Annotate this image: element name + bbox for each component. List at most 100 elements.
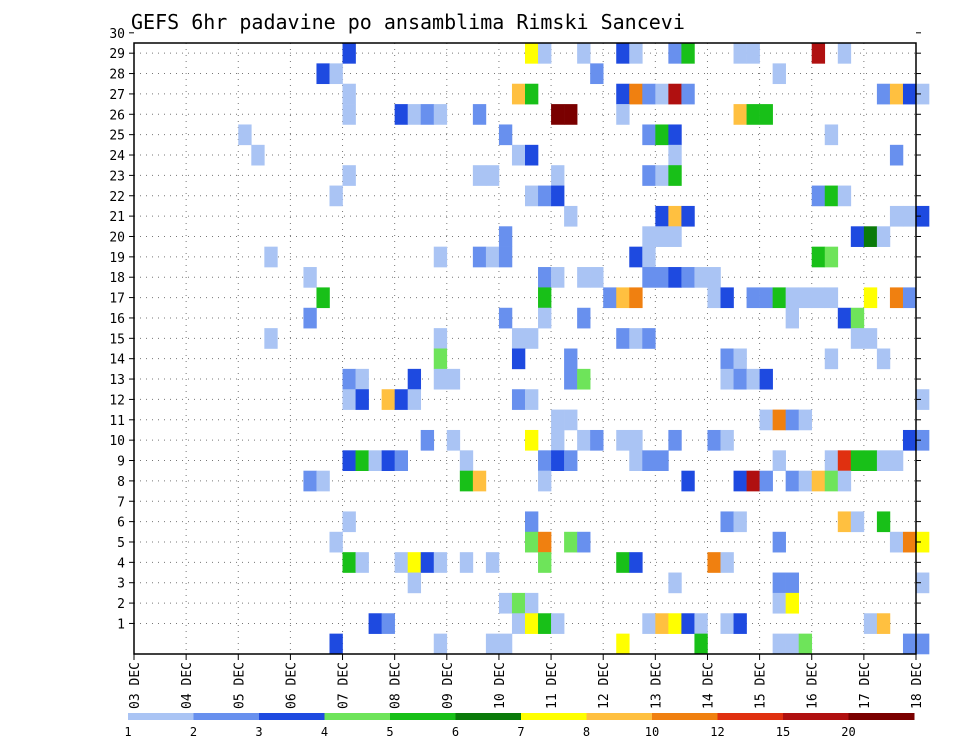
y-tick-label: 24 xyxy=(109,149,125,164)
colorbar-swatch xyxy=(194,713,260,720)
heatmap-cell xyxy=(629,43,642,64)
heatmap-cell xyxy=(343,104,356,125)
heatmap-cell xyxy=(499,226,512,247)
heatmap-cell xyxy=(616,430,629,451)
heatmap-cell xyxy=(538,613,551,634)
heatmap-cell xyxy=(473,165,486,186)
heatmap-cell xyxy=(538,308,551,329)
heatmap-cell xyxy=(838,511,851,532)
y-tick-label: 27 xyxy=(109,88,125,103)
heatmap-cell xyxy=(707,430,720,451)
heatmap-cell xyxy=(421,552,434,573)
y-tick-label: 26 xyxy=(109,108,125,123)
x-tick-label: 13 DEC xyxy=(649,662,664,709)
heatmap-cell xyxy=(551,267,564,288)
heatmap-cells xyxy=(238,43,929,654)
heatmap-cell xyxy=(551,104,564,125)
heatmap-cell xyxy=(903,532,916,553)
heatmap-cell xyxy=(668,430,681,451)
colorbar-swatch xyxy=(390,713,456,720)
heatmap-cell xyxy=(525,430,538,451)
colorbar-label: 5 xyxy=(386,725,393,739)
heatmap-cell xyxy=(681,613,694,634)
heatmap-cell xyxy=(812,471,825,492)
heatmap-cell xyxy=(525,511,538,532)
heatmap-cell xyxy=(486,634,499,655)
heatmap-cell xyxy=(316,471,329,492)
heatmap-cell xyxy=(734,369,747,390)
heatmap-cell xyxy=(343,84,356,105)
heatmap-cell xyxy=(694,634,707,655)
x-tick-label: 17 DEC xyxy=(858,662,873,709)
heatmap-cell xyxy=(707,267,720,288)
heatmap-cell xyxy=(877,450,890,471)
heatmap-cell xyxy=(838,186,851,207)
heatmap-cell xyxy=(734,104,747,125)
heatmap-cell xyxy=(512,145,525,166)
heatmap-cell xyxy=(825,186,838,207)
heatmap-cell xyxy=(564,532,577,553)
x-tick-label: 08 DEC xyxy=(389,662,404,709)
heatmap-cell xyxy=(642,267,655,288)
heatmap-cell xyxy=(864,613,877,634)
heatmap-cell xyxy=(668,267,681,288)
heatmap-cell xyxy=(525,613,538,634)
heatmap-cell xyxy=(499,593,512,614)
x-tick-label: 09 DEC xyxy=(441,662,456,709)
heatmap-cell xyxy=(877,226,890,247)
heatmap-cell xyxy=(460,450,473,471)
heatmap-cell xyxy=(343,450,356,471)
y-tick-label: 29 xyxy=(109,47,125,62)
heatmap-cell xyxy=(616,287,629,308)
heatmap-cell xyxy=(577,369,590,390)
heatmap-cell xyxy=(499,634,512,655)
heatmap-cell xyxy=(707,552,720,573)
heatmap-cell xyxy=(721,613,734,634)
heatmap-cell xyxy=(760,287,773,308)
x-tick-label: 15 DEC xyxy=(754,662,769,709)
x-tick-label: 18 DEC xyxy=(910,662,925,709)
heatmap-cell xyxy=(681,206,694,227)
heatmap-cell xyxy=(395,450,408,471)
heatmap-cell xyxy=(747,287,760,308)
y-tick-label: 28 xyxy=(109,68,125,83)
heatmap-cell xyxy=(681,471,694,492)
colorbar-swatch xyxy=(718,713,784,720)
heatmap-cell xyxy=(408,389,421,410)
colorbar-label: 12 xyxy=(710,725,724,739)
heatmap-cell xyxy=(760,471,773,492)
colorbar-label: 15 xyxy=(776,725,790,739)
colorbar-swatch xyxy=(259,713,325,720)
heatmap-cell xyxy=(525,186,538,207)
heatmap-cell xyxy=(681,84,694,105)
heatmap-cell xyxy=(395,389,408,410)
heatmap-cell xyxy=(838,450,851,471)
heatmap-cell xyxy=(525,43,538,64)
heatmap-cell xyxy=(734,511,747,532)
colorbar-label: 4 xyxy=(321,725,328,739)
heatmap-cell xyxy=(551,186,564,207)
x-tick-label: 11 DEC xyxy=(545,662,560,709)
heatmap-cell xyxy=(525,593,538,614)
y-tick-label: 19 xyxy=(109,251,125,266)
x-tick-label: 12 DEC xyxy=(597,662,612,709)
heatmap-cell xyxy=(877,613,890,634)
heatmap-cell xyxy=(264,247,277,268)
heatmap-cell xyxy=(343,389,356,410)
heatmap-cell xyxy=(668,165,681,186)
heatmap-cell xyxy=(369,613,382,634)
heatmap-cell xyxy=(642,165,655,186)
y-tick-label: 6 xyxy=(117,516,125,531)
heatmap-cell xyxy=(629,247,642,268)
heatmap-cell xyxy=(564,450,577,471)
heatmap-cell xyxy=(721,287,734,308)
heatmap-cell xyxy=(538,532,551,553)
heatmap-cell xyxy=(512,84,525,105)
heatmap-cell xyxy=(343,369,356,390)
heatmap-cell xyxy=(564,349,577,370)
heatmap-cell xyxy=(486,247,499,268)
heatmap-cell xyxy=(681,43,694,64)
heatmap-cell xyxy=(434,104,447,125)
